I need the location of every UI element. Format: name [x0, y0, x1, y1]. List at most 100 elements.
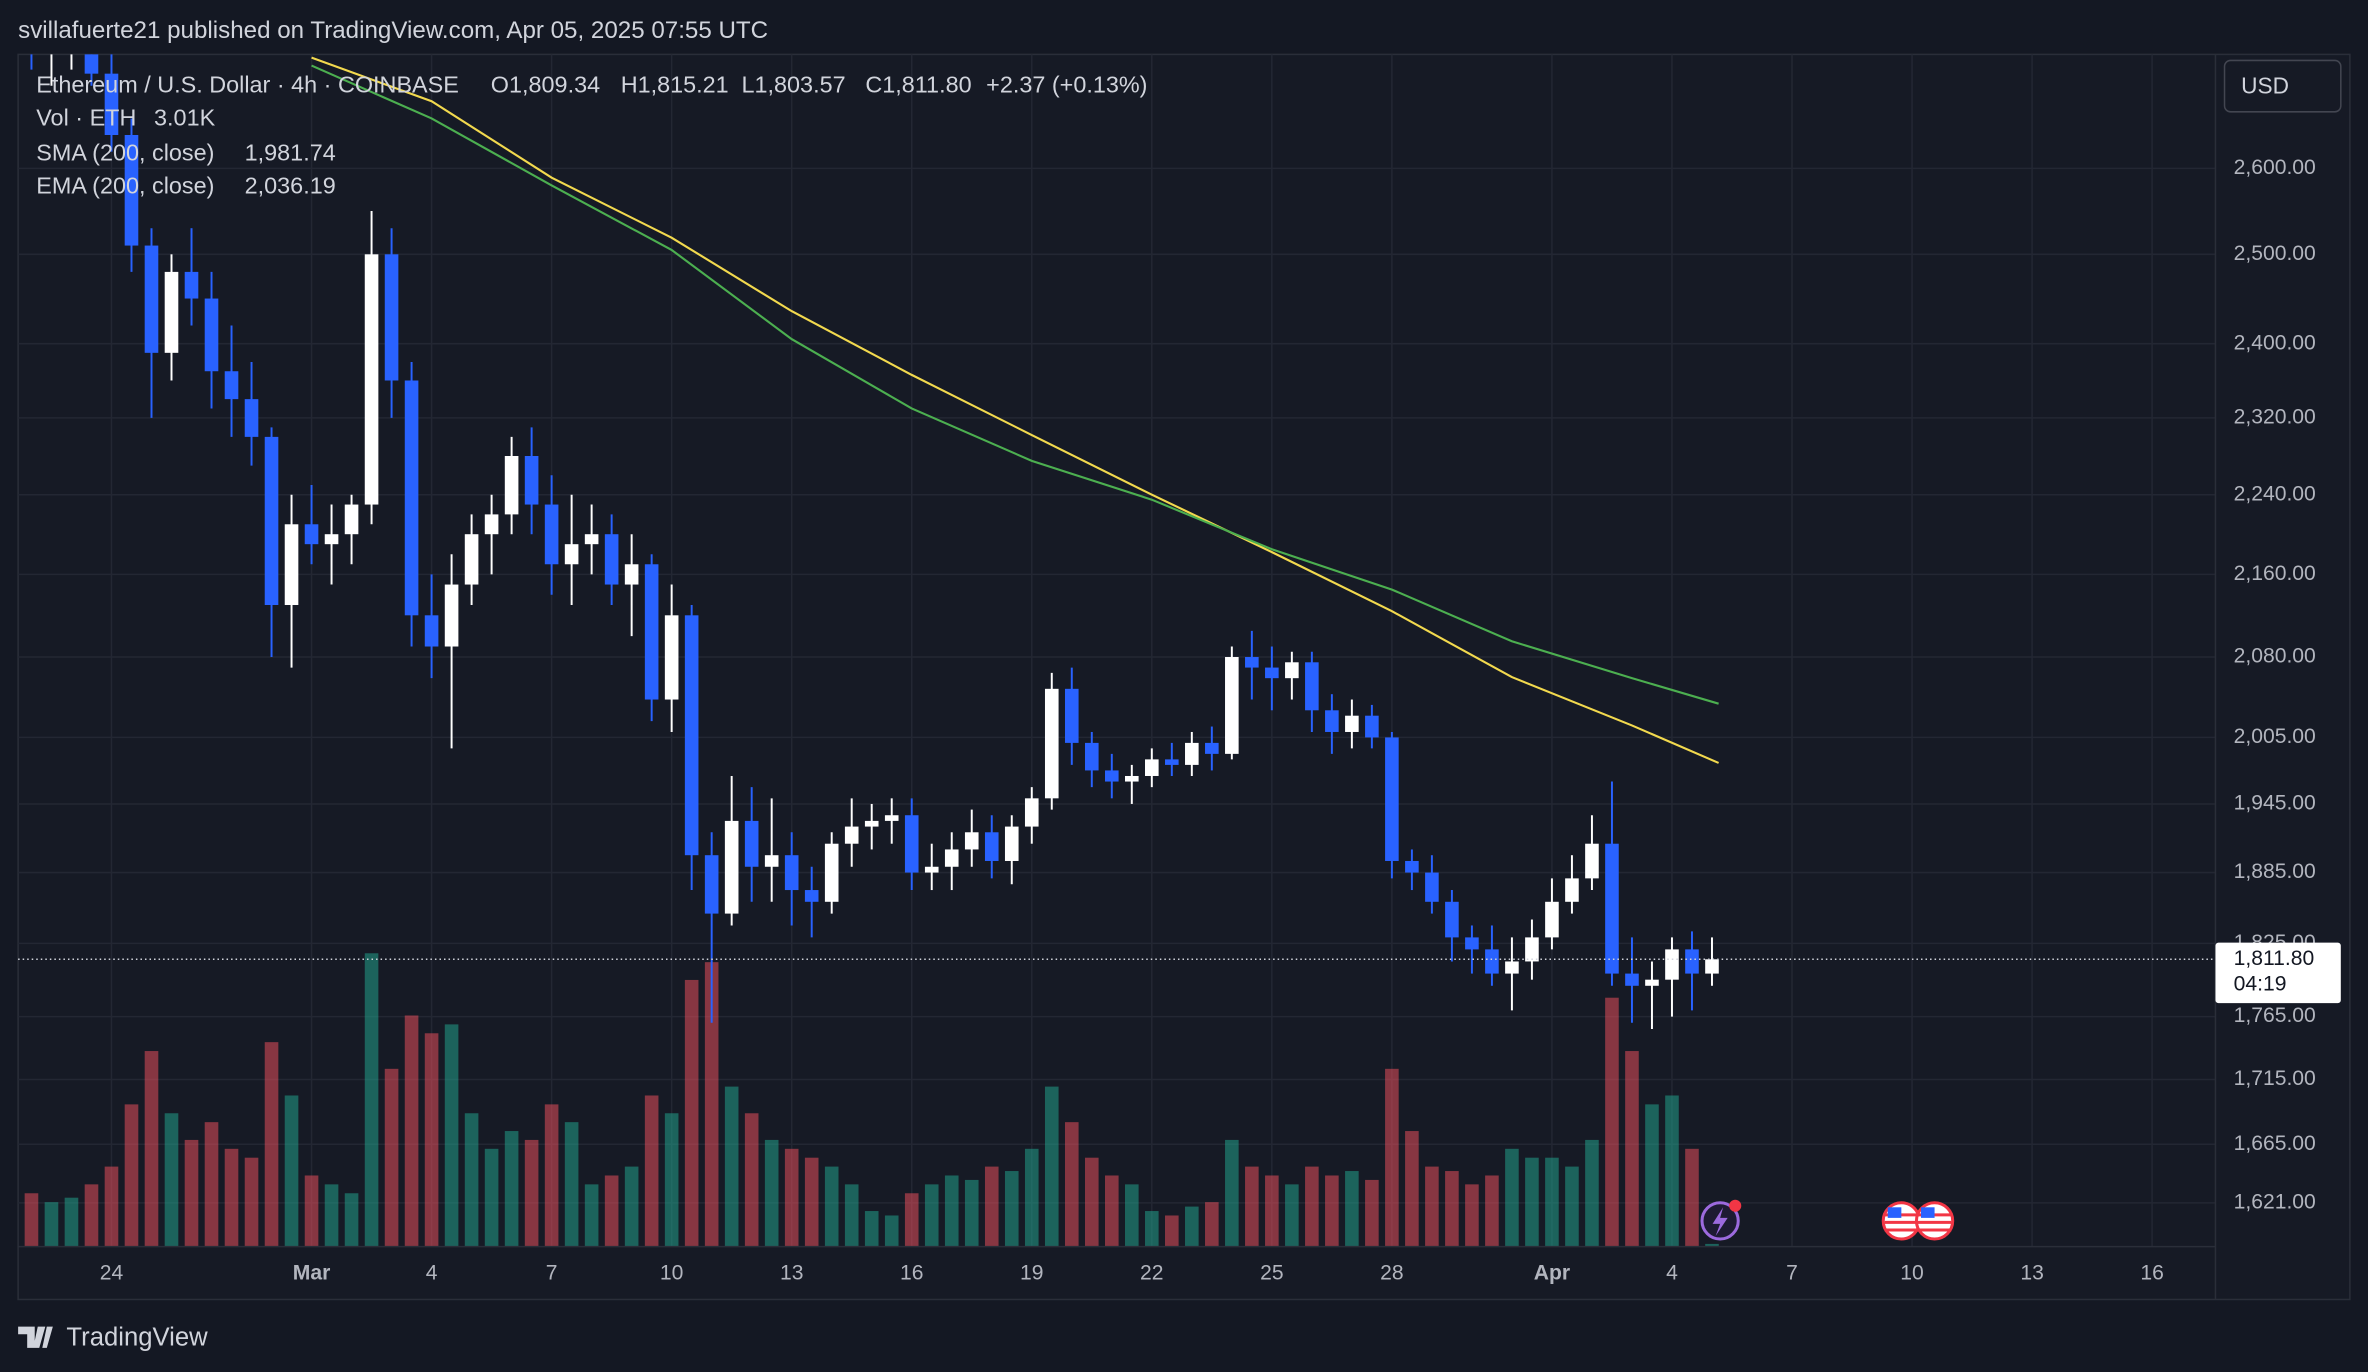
candle-body: [964, 832, 979, 850]
volume-bar: [204, 1122, 219, 1247]
volume-bar: [764, 1139, 779, 1247]
volume-bar: [1225, 1139, 1239, 1247]
candle-body: [1505, 961, 1519, 974]
candle-body: [904, 815, 919, 873]
x-tick-label: 7: [1786, 1261, 1798, 1284]
candle-body: [1084, 742, 1099, 771]
brand-name: TradingView: [66, 1324, 208, 1352]
volume-bar: [284, 1095, 299, 1247]
volume-bar: [664, 1113, 679, 1247]
volume-bar: [84, 1184, 99, 1247]
candle-body: [1605, 843, 1619, 974]
countdown-label: 04:19: [2234, 973, 2287, 996]
candle-body: [164, 271, 179, 353]
volume-bar: [1665, 1095, 1679, 1247]
candle-body: [1024, 798, 1039, 827]
volume-bar: [1625, 1051, 1639, 1247]
candle-body: [1485, 949, 1499, 974]
candle-body: [1104, 770, 1119, 782]
volume-bar: [1185, 1206, 1199, 1247]
currency-button[interactable]: USD: [2223, 59, 2342, 113]
indicator-line: [311, 64, 1719, 705]
volume-bar: [1165, 1215, 1179, 1247]
candle-body: [624, 564, 639, 585]
volume-bar: [1305, 1166, 1319, 1247]
candle-body: [664, 615, 679, 700]
x-tick-label: Apr: [1534, 1261, 1570, 1284]
volume-bar: [104, 1166, 119, 1247]
currency-button-box[interactable]: [2223, 59, 2342, 113]
volume-bar: [184, 1139, 199, 1247]
volume-bar: [1385, 1068, 1399, 1247]
volume-bar: [344, 1193, 359, 1247]
candle-body: [224, 371, 239, 400]
candle-body: [124, 135, 139, 246]
candle-body: [1665, 949, 1679, 980]
currency-button-label[interactable]: USD: [2241, 73, 2289, 99]
volume-bar: [884, 1215, 899, 1247]
y-tick-label: 1,715.00: [2234, 1067, 2316, 1090]
candle-body: [184, 271, 199, 299]
candle-body: [644, 564, 659, 700]
candle-body: [744, 820, 759, 867]
candle-body: [1445, 901, 1459, 938]
volume-bar: [1485, 1175, 1499, 1247]
volume-bar: [1265, 1175, 1279, 1247]
candle-body: [384, 254, 399, 381]
candle-body: [1585, 843, 1599, 879]
volume-bar: [484, 1148, 499, 1247]
y-tick-label: 2,005.00: [2234, 725, 2316, 748]
candle-body: [604, 534, 619, 585]
ohlc-close: C1,811.80: [865, 71, 971, 97]
candle-body: [404, 380, 419, 616]
ohlc-low: L1,803.57: [742, 71, 846, 97]
flag-canton: [1887, 1207, 1902, 1218]
x-tick-label: 4: [1666, 1261, 1678, 1284]
candle-body: [884, 815, 899, 821]
event-icons: [1700, 1199, 1955, 1241]
volume-bar: [964, 1179, 979, 1247]
volume-bar: [544, 1104, 559, 1247]
volume-bar: [504, 1131, 519, 1247]
volume-bar: [384, 1068, 399, 1247]
axes: 1,621.001,665.001,715.001,765.001,825.00…: [18, 156, 2341, 1284]
candle-body: [264, 436, 279, 606]
candle-body: [864, 820, 879, 827]
flag-canton: [1920, 1207, 1935, 1218]
brand-logo: [18, 1326, 53, 1348]
x-tick-label: Mar: [293, 1261, 331, 1284]
volume-bar: [644, 1095, 659, 1247]
candle-body: [84, 54, 99, 74]
y-tick-label: 1,945.00: [2234, 792, 2316, 815]
ohlc-change: +2.37 (+0.13%): [986, 71, 1147, 97]
volume-bar: [1545, 1157, 1559, 1247]
candle-body: [1385, 737, 1399, 861]
x-tick-label: 19: [1020, 1261, 1043, 1284]
volume-bar: [224, 1148, 239, 1247]
y-tick-label: 2,320.00: [2234, 405, 2316, 428]
candle-body: [1645, 979, 1659, 986]
volume-bar: [1064, 1122, 1079, 1247]
x-tick-label: 13: [2020, 1261, 2043, 1284]
candle-body: [1705, 959, 1719, 974]
indicator-line: [311, 56, 1720, 764]
candle-body: [1685, 949, 1699, 974]
candle-body: [104, 73, 119, 136]
volume-pane: [24, 953, 1719, 1247]
candle-body: [1165, 759, 1179, 765]
volume-bar: [1205, 1202, 1219, 1247]
x-tick-label: 10: [1900, 1261, 1923, 1284]
candle-body: [1245, 657, 1259, 668]
last-price-box: [2215, 942, 2341, 1004]
candle-body: [464, 534, 479, 585]
brand: TradingView: [18, 1324, 208, 1352]
volume-bar: [1044, 1086, 1059, 1247]
volume-bar: [604, 1175, 619, 1247]
volume-bar: [1585, 1139, 1599, 1247]
event-icon-bolt: [1712, 1207, 1728, 1237]
volume-bar: [864, 1211, 879, 1247]
volume-bar: [1465, 1184, 1479, 1247]
y-tick-label: 1,765.00: [2234, 1004, 2316, 1027]
candle-body: [1205, 742, 1219, 754]
volume-bar: [564, 1122, 579, 1247]
